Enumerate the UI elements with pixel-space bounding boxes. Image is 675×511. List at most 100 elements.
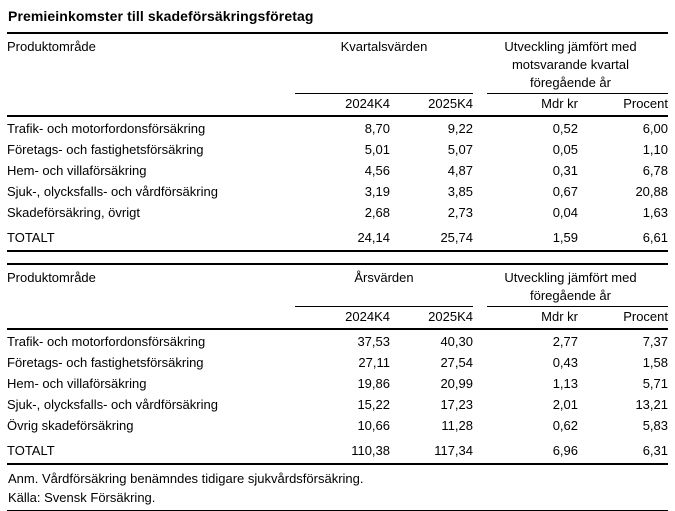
- development-group-rule: [487, 306, 668, 307]
- table-row: Företags- och fastighetsförsäkring 27,11…: [7, 351, 668, 372]
- values-group-rule: [295, 306, 473, 307]
- total-value-cell: 25,74: [390, 227, 473, 252]
- value-cell: 1,10: [642, 142, 668, 157]
- total-value-cell: 6,61: [578, 227, 668, 252]
- product-label: Skadeförsäkring, övrigt: [7, 205, 140, 220]
- product-label: Övrig skadeförsäkring: [7, 418, 134, 433]
- total-value-cell: 1,59: [473, 227, 578, 252]
- value-cell: 1,58: [642, 355, 668, 370]
- value-cell: 15,22: [357, 397, 390, 412]
- col-mdr-kr: Mdr kr: [473, 307, 578, 330]
- table-row: Trafik- och motorfordonsförsäkring 37,53…: [7, 329, 668, 351]
- column-header-row: 2024K4 2025K4 Mdr kr Procent: [7, 94, 668, 117]
- value-cell: 11,28: [441, 418, 473, 433]
- product-column-header: Produktområde: [7, 270, 96, 285]
- value-cell: 0,04: [552, 205, 578, 220]
- total-label: TOTALT: [7, 440, 295, 465]
- footnotes: Anm. Vårdförsäkring benämndes tidigare s…: [7, 469, 668, 507]
- value-cell: 3,19: [364, 184, 390, 199]
- value-cell: 2,73: [447, 205, 473, 220]
- total-value-cell: 6,96: [473, 440, 578, 465]
- value-cell: 10,66: [357, 418, 390, 433]
- development-group-line: föregående år: [530, 288, 611, 303]
- product-label: Företags- och fastighetsförsäkring: [7, 355, 204, 370]
- col-2024k4: 2024K4: [295, 307, 390, 330]
- col-2025k4: 2025K4: [390, 307, 473, 330]
- value-cell: 0,05: [552, 142, 578, 157]
- development-group-line: Utveckling jämfört med: [504, 39, 637, 54]
- table-row: Övrig skadeförsäkring 10,66 11,28 0,62 5…: [7, 414, 668, 435]
- development-group-line: föregående år: [530, 75, 611, 90]
- group-header-row: Produktområde Kvartalsvärden Utveckling …: [7, 33, 668, 92]
- value-cell: 4,56: [364, 163, 390, 178]
- value-cell: 20,99: [440, 376, 473, 391]
- product-label: Sjuk-, olycksfalls- och vårdförsäkring: [7, 184, 218, 199]
- group-rule-row: [7, 92, 668, 94]
- table-row: Hem- och villaförsäkring 19,86 20,99 1,1…: [7, 372, 668, 393]
- value-cell: 9,22: [447, 121, 473, 136]
- col-procent: Procent: [578, 307, 668, 330]
- value-cell: 6,78: [642, 163, 668, 178]
- product-label: Hem- och villaförsäkring: [7, 376, 147, 391]
- product-column-header: Produktområde: [7, 39, 96, 54]
- col-2025k4: 2025K4: [390, 94, 473, 117]
- total-row: TOTALT 110,38 117,34 6,96 6,31: [7, 440, 668, 465]
- value-cell: 0,62: [552, 418, 578, 433]
- value-cell: 5,83: [642, 418, 668, 433]
- value-cell: 5,71: [642, 376, 668, 391]
- product-label: Trafik- och motorfordonsförsäkring: [7, 121, 206, 136]
- col-procent: Procent: [578, 94, 668, 117]
- product-label: Trafik- och motorfordonsförsäkring: [7, 334, 206, 349]
- development-group-line: motsvarande kvartal: [511, 57, 630, 72]
- annual-values-table: Produktområde Årsvärden Utveckling jämfö…: [7, 263, 668, 465]
- report-title: Premieinkomster till skadeförsäkringsför…: [8, 8, 314, 24]
- value-cell: 5,07: [447, 142, 473, 157]
- table-row: Företags- och fastighetsförsäkring 5,01 …: [7, 138, 668, 159]
- table-row: Hem- och villaförsäkring 4,56 4,87 0,31 …: [7, 159, 668, 180]
- total-value-cell: 6,31: [578, 440, 668, 465]
- footnote-source: Källa: Svensk Försäkring.: [8, 490, 156, 505]
- quarterly-values-table: Produktområde Kvartalsvärden Utveckling …: [7, 32, 668, 252]
- annual-group-header: Årsvärden: [354, 270, 414, 285]
- development-group-rule: [487, 93, 668, 94]
- total-value-cell: 117,34: [390, 440, 473, 465]
- development-group-line: Utveckling jämfört med: [504, 270, 637, 285]
- value-cell: 1,13: [552, 376, 578, 391]
- total-label: TOTALT: [7, 227, 295, 252]
- value-cell: 19,86: [357, 376, 390, 391]
- group-header-row: Produktområde Årsvärden Utveckling jämfö…: [7, 264, 668, 305]
- value-cell: 37,53: [357, 334, 390, 349]
- value-cell: 0,31: [552, 163, 578, 178]
- value-cell: 2,68: [364, 205, 390, 220]
- value-cell: 27,11: [358, 355, 390, 370]
- product-label: Hem- och villaförsäkring: [7, 163, 147, 178]
- total-row: TOTALT 24,14 25,74 1,59 6,61: [7, 227, 668, 252]
- development-group-header: Utveckling jämfört med föregående år: [473, 264, 668, 305]
- value-cell: 2,77: [552, 334, 578, 349]
- table-row: Sjuk-, olycksfalls- och vårdförsäkring 3…: [7, 180, 668, 201]
- value-cell: 13,21: [635, 397, 668, 412]
- value-cell: 0,43: [552, 355, 578, 370]
- col-2024k4: 2024K4: [295, 94, 390, 117]
- value-cell: 1,63: [642, 205, 668, 220]
- table-row: Trafik- och motorfordonsförsäkring 8,70 …: [7, 116, 668, 138]
- value-cell: 2,01: [552, 397, 578, 412]
- value-cell: 7,37: [642, 334, 668, 349]
- table-row: Sjuk-, olycksfalls- och vårdförsäkring 1…: [7, 393, 668, 414]
- value-cell: 40,30: [440, 334, 473, 349]
- value-cell: 0,52: [552, 121, 578, 136]
- product-label: Företags- och fastighetsförsäkring: [7, 142, 204, 157]
- col-mdr-kr: Mdr kr: [473, 94, 578, 117]
- product-label: Sjuk-, olycksfalls- och vårdförsäkring: [7, 397, 218, 412]
- value-cell: 8,70: [364, 121, 390, 136]
- column-header-row: 2024K4 2025K4 Mdr kr Procent: [7, 307, 668, 330]
- quarterly-group-header: Kvartalsvärden: [340, 39, 428, 54]
- value-cell: 0,67: [552, 184, 578, 199]
- table-row: Skadeförsäkring, övrigt 2,68 2,73 0,04 1…: [7, 201, 668, 222]
- value-cell: 6,00: [642, 121, 668, 136]
- value-cell: 27,54: [440, 355, 473, 370]
- value-cell: 5,01: [364, 142, 390, 157]
- value-cell: 20,88: [635, 184, 668, 199]
- value-cell: 17,23: [440, 397, 473, 412]
- development-group-header: Utveckling jämfört med motsvarande kvart…: [473, 33, 668, 92]
